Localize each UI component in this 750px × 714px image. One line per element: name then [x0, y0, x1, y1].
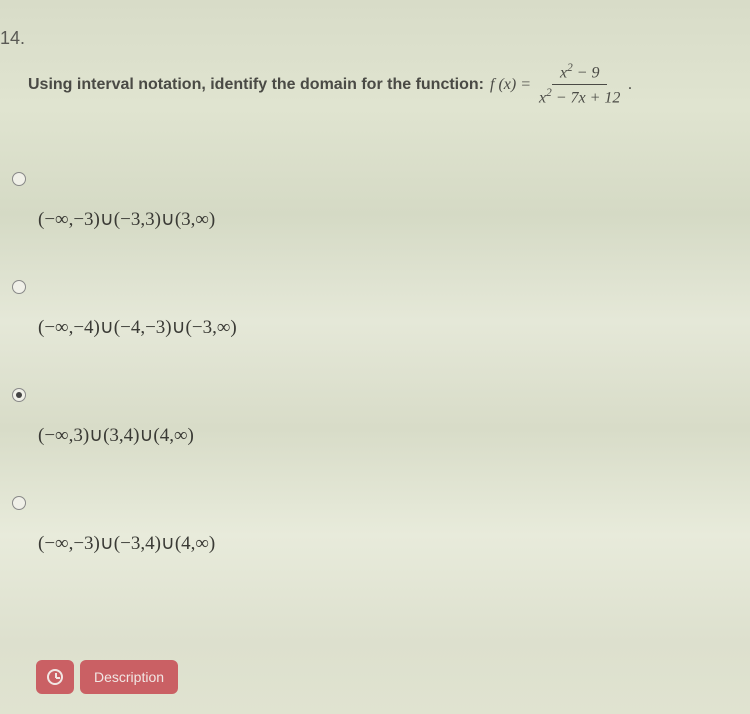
- numerator: x2 − 9: [552, 62, 608, 85]
- description-button[interactable]: Description: [80, 660, 178, 694]
- timer-button[interactable]: [36, 660, 74, 694]
- button-bar: Description: [36, 660, 178, 694]
- fraction: x2 − 9 x2 − 7x + 12: [535, 62, 624, 108]
- option-text-1: (−∞,−3)∪(−3,3)∪(3,∞): [38, 208, 215, 231]
- prompt-text: Using interval notation, identify the do…: [28, 76, 484, 94]
- radio-option-3[interactable]: [12, 388, 26, 402]
- radio-option-1[interactable]: [12, 172, 26, 186]
- radio-option-2[interactable]: [12, 280, 26, 294]
- radio-button-2[interactable]: [12, 280, 26, 294]
- clock-icon: [47, 669, 63, 685]
- option-text-2: (−∞,−4)∪(−4,−3)∪(−3,∞): [38, 316, 237, 339]
- question-prompt: Using interval notation, identify the do…: [28, 62, 632, 108]
- description-label: Description: [94, 669, 164, 685]
- radio-option-4[interactable]: [12, 496, 26, 510]
- question-number: 14.: [0, 28, 25, 49]
- radio-button-3[interactable]: [12, 388, 26, 402]
- function-lhs: f (x) =: [490, 76, 531, 94]
- option-text-4: (−∞,−3)∪(−3,4)∪(4,∞): [38, 532, 215, 555]
- radio-button-4[interactable]: [12, 496, 26, 510]
- denominator: x2 − 7x + 12: [535, 85, 624, 107]
- option-text-3: (−∞,3)∪(3,4)∪(4,∞): [38, 424, 194, 447]
- trailing-period: .: [628, 76, 632, 94]
- radio-button-1[interactable]: [12, 172, 26, 186]
- function-formula: f (x) = x2 − 9 x2 − 7x + 12 .: [490, 62, 632, 108]
